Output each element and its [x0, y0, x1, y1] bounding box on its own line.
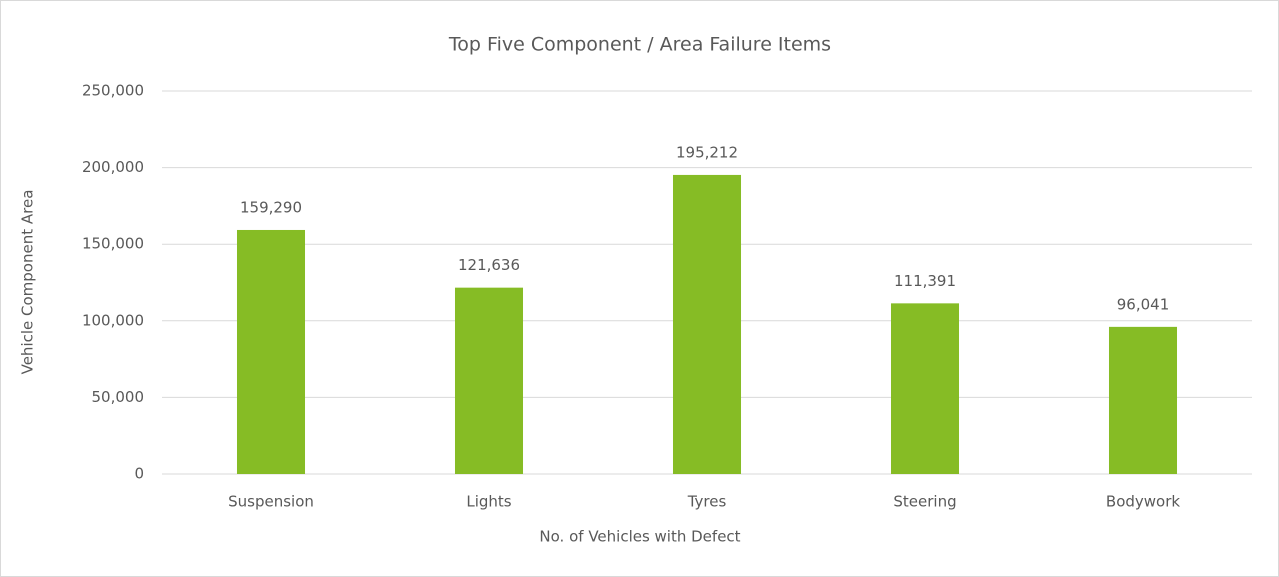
y-tick-label: 50,000: [92, 388, 145, 406]
bar: [236, 229, 306, 474]
chart-title: Top Five Component / Area Failure Items: [448, 34, 831, 56]
data-label: 121,636: [458, 256, 520, 274]
y-tick-label: 0: [134, 465, 144, 483]
y-axis-label: Vehicle Component Area: [19, 190, 37, 375]
data-label: 159,290: [240, 198, 302, 216]
y-tick-label: 100,000: [82, 311, 144, 329]
bar: [890, 303, 960, 474]
x-tick-label: Tyres: [687, 493, 727, 511]
data-label: 195,212: [676, 143, 738, 161]
y-tick-label: 150,000: [82, 235, 144, 253]
data-label: 96,041: [1117, 295, 1170, 313]
bar: [672, 174, 742, 474]
x-tick-label: Lights: [466, 493, 511, 511]
data-label: 111,391: [894, 272, 956, 290]
x-tick-label: Steering: [893, 493, 956, 511]
x-tick-label: Bodywork: [1106, 493, 1180, 511]
y-tick-label: 250,000: [82, 82, 144, 100]
x-axis-label: No. of Vehicles with Defect: [539, 528, 740, 546]
x-tick-label: Suspension: [228, 493, 314, 511]
bar: [454, 287, 524, 474]
y-tick-label: 200,000: [82, 158, 144, 176]
bar: [1108, 326, 1178, 474]
